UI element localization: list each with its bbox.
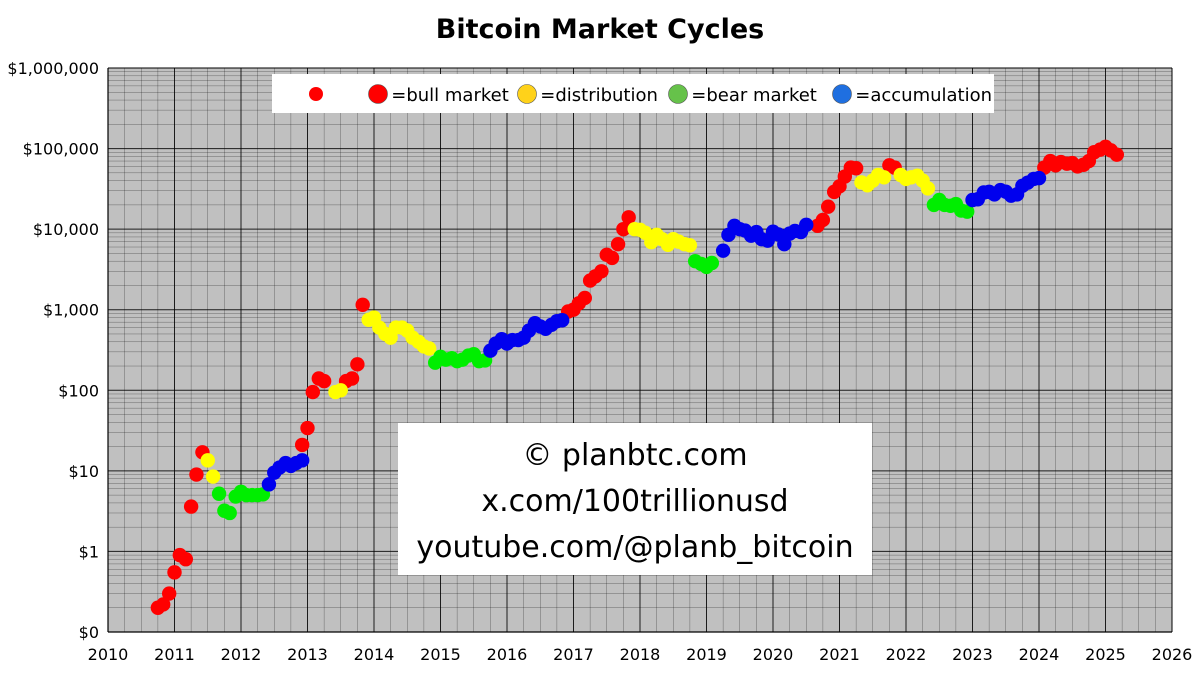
data-point-accumulation [799,217,814,233]
data-point-bear [222,505,237,521]
y-tick-label: $10,000 [33,220,99,239]
data-point-distribution [200,453,215,468]
y-tick-label: $1 [79,542,99,561]
x-tick-label: 2024 [1019,645,1060,664]
data-point-bull [604,250,620,266]
y-tick-label: $10 [68,462,99,481]
data-point-bull [1109,147,1125,162]
data-point-distribution [920,181,936,196]
data-point-bull [178,552,194,567]
data-point-accumulation [1031,170,1047,186]
x-tick-label: 2010 [88,645,129,664]
axes [107,68,1173,633]
data-point-accumulation [261,477,277,492]
credit-x-handle: x.com/100trillionusd [481,484,788,519]
x-tick-label: 2012 [221,645,262,664]
legend: 🔴=bull market 🟡=distribution 🟢=bear mark… [272,74,994,113]
data-point-bull [183,499,199,514]
credit-website: © planbtc.com [522,438,747,473]
data-point-distribution [682,238,698,253]
y-tick-label: $0 [79,623,99,642]
data-point-bull [189,467,204,482]
data-point-accumulation [294,453,310,468]
data-point-bear [959,204,975,219]
data-point-bull [350,357,365,372]
data-point-bull [848,161,864,176]
data-point-bull [594,264,609,279]
legend-accumulation-icon [832,84,852,104]
legend-item-accumulation-text: =accumulation [855,85,992,106]
data-point-bear [704,255,720,271]
credits-background [398,423,872,575]
data-point-bull [300,420,315,436]
x-tick-label: 2016 [487,645,528,664]
data-point-distribution [333,383,348,398]
y-tick-label: $1,000,000 [7,59,99,78]
data-point-accumulation [554,313,570,328]
data-point-bull [820,199,836,214]
x-tick-label: 2017 [553,645,594,664]
data-point-bull [167,565,182,580]
x-tick-label: 2021 [819,645,860,664]
x-tick-labels: 2010 2011 2012 2013 2014 2015 2016 2017 2018 2019… [88,645,1193,664]
credits-box: © planbtc.com x.com/100trillionusd youtu… [398,423,872,575]
legend-distribution-icon [517,84,537,104]
data-point-accumulation [777,237,792,252]
data-point-bull [305,384,321,400]
data-point-bull [616,221,631,237]
data-point-distribution [421,341,437,356]
x-tick-label: 2020 [753,645,794,664]
x-tick-label: 2025 [1085,645,1126,664]
data-point-distribution [876,170,892,185]
legend-item-bull: 🔴=bull market [390,85,509,106]
legend-bull-icon [368,84,388,104]
legend-box [272,74,994,113]
data-point-accumulation [715,243,731,258]
data-point-bull [610,237,626,252]
legend-bear-icon [668,84,688,104]
x-tick-label: 2013 [287,645,328,664]
data-points [150,139,1125,615]
x-tick-label: 2015 [420,645,461,664]
y-tick-label: $100,000 [23,140,99,159]
x-tick-label: 2018 [620,645,661,664]
data-point-bull [355,297,370,313]
data-point-bear [211,486,227,501]
legend-item-bear-text: =bear market [691,85,817,106]
legend-item-distribution-text: =distribution [540,85,658,106]
x-tick-label: 2014 [354,645,395,664]
x-tick-label: 2011 [154,645,195,664]
data-point-bull [155,597,171,612]
y-tick-labels: $0 $1 $10 $100 $1,000 $10,000 $100,000 $1,000,0… [7,59,99,642]
legend-item-accumulation: 🔵=accumulation [854,85,992,106]
data-point-bull [344,371,360,386]
data-point-distribution [205,469,221,484]
y-tick-label: $1,000 [43,301,99,320]
data-point-bull [815,212,831,228]
data-point-bull [621,210,636,225]
chart-title: Bitcoin Market Cycles [436,14,764,45]
data-point-bull [316,373,332,389]
legend-item-distribution: 🟡=distribution [539,85,658,106]
x-tick-label: 2023 [952,645,993,664]
legend-marker [309,87,323,101]
x-tick-label: 2022 [886,645,927,664]
credit-youtube: youtube.com/@planb_bitcoin [416,530,853,565]
x-tick-label: 2026 [1152,645,1193,664]
data-point-bull [294,437,310,453]
x-tick-label: 2019 [686,645,727,664]
data-point-bull [161,586,177,601]
y-tick-label: $100 [58,381,99,400]
legend-item-bear: 🟢=bear market [690,85,817,106]
legend-item-bull-text: =bull market [391,85,509,106]
data-point-bull [577,290,593,306]
